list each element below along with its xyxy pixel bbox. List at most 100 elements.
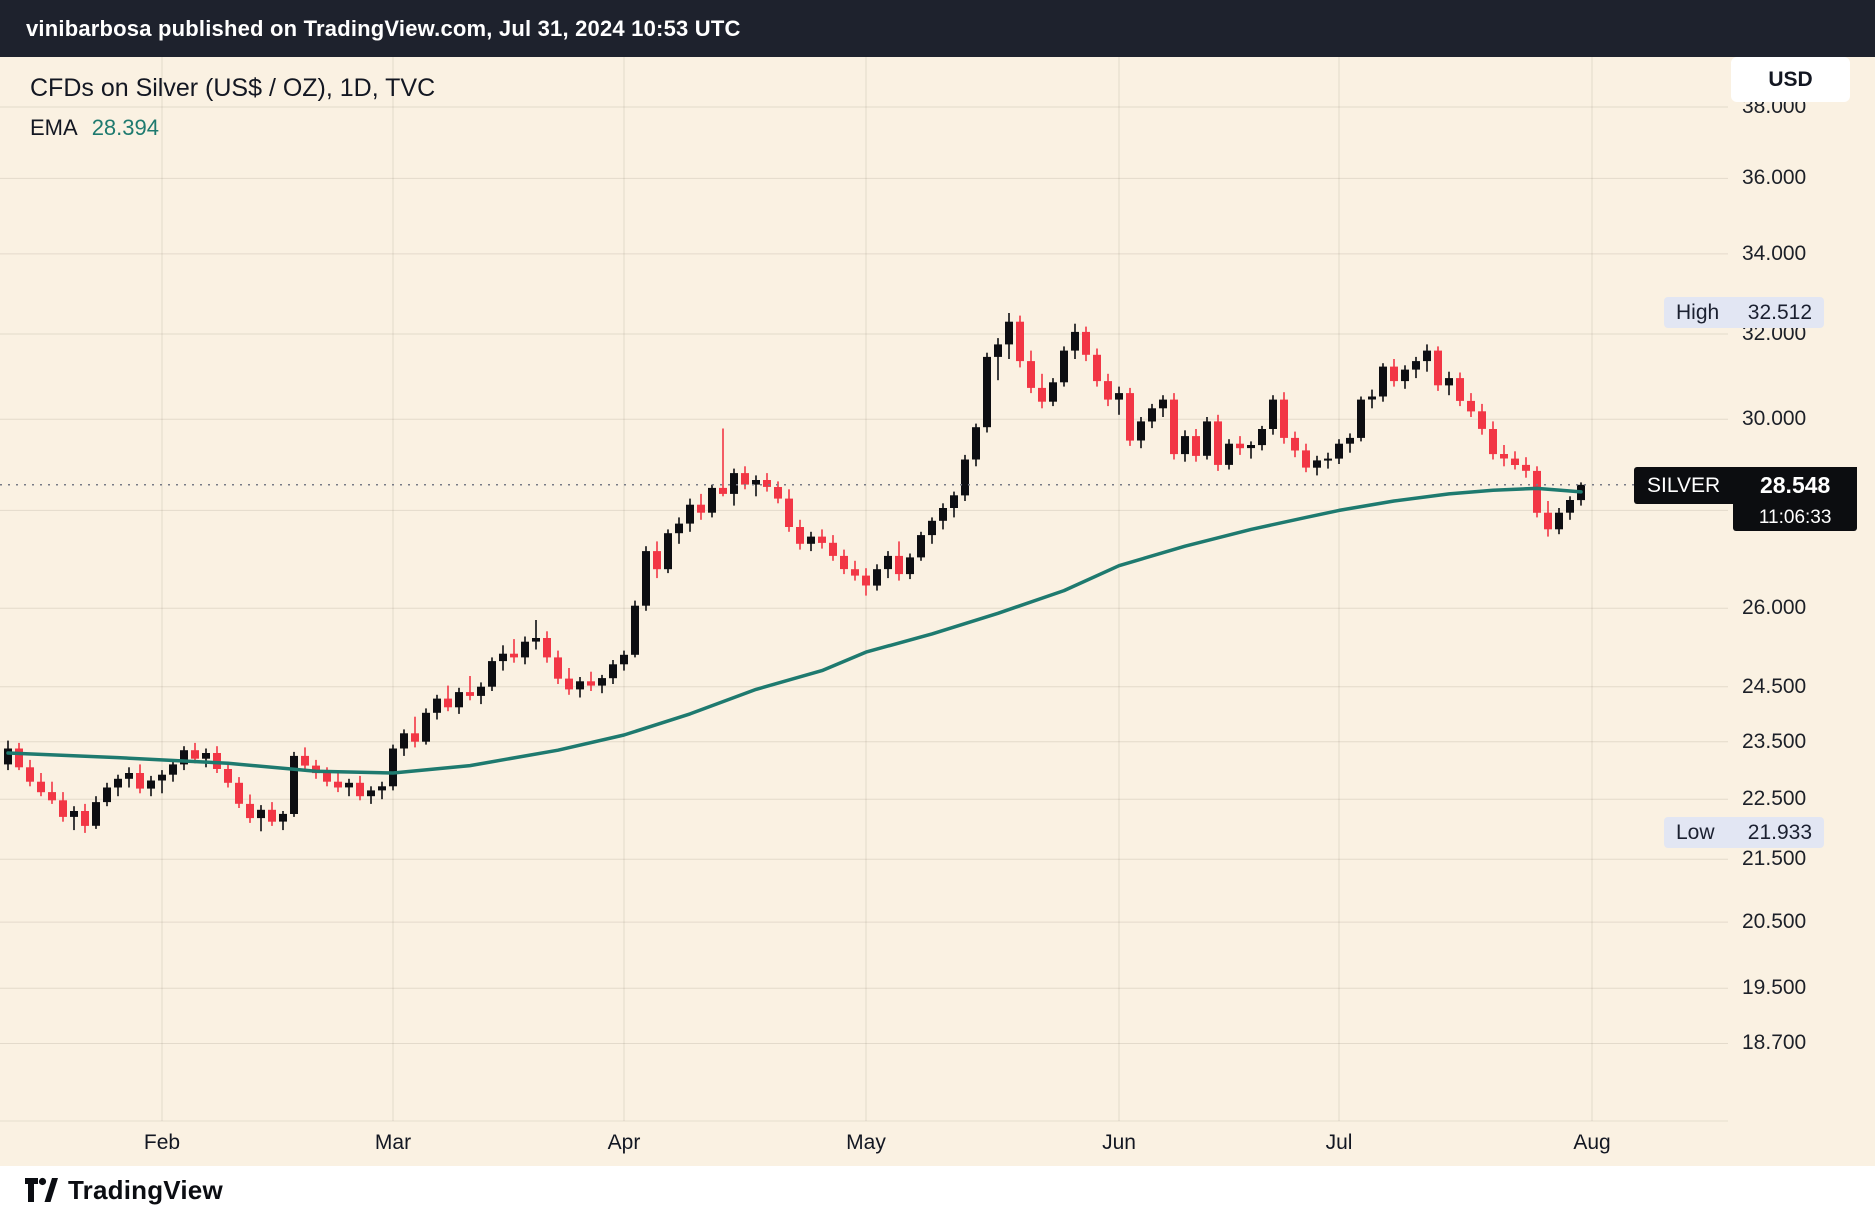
candle-body (1005, 321, 1013, 345)
candle-body (378, 786, 386, 791)
candle-body (653, 551, 661, 570)
candle-body (752, 480, 760, 485)
candle-body (620, 654, 628, 665)
candle-body (279, 813, 287, 822)
price-axis-label: 19.500 (1742, 976, 1807, 999)
candle-body (884, 555, 892, 570)
candle-body (576, 681, 584, 690)
candle-body (807, 536, 815, 544)
candle-body (1027, 361, 1035, 388)
candle-body (697, 504, 705, 513)
time-axis-label: May (846, 1131, 886, 1154)
last-price-symbol: SILVER (1634, 467, 1734, 504)
time-axis-label: Feb (143, 1131, 181, 1154)
candle-body (1236, 443, 1244, 449)
candle-body (367, 790, 375, 797)
candle-body (719, 487, 727, 494)
candle-body (532, 638, 540, 642)
candle-body (477, 686, 485, 696)
footer: TradingView (0, 1166, 1875, 1214)
candle-body (818, 536, 826, 543)
candle-body (334, 781, 342, 788)
candle-body (1280, 399, 1288, 438)
high-badge-label: High (1676, 300, 1720, 324)
candle-body (1566, 500, 1574, 513)
footer-brand[interactable]: TradingView (68, 1174, 223, 1205)
candle-body (1379, 366, 1387, 397)
candle-body (521, 641, 529, 658)
candle-body (191, 750, 199, 759)
ema-line (6, 486, 1583, 775)
candle-body (70, 811, 78, 817)
candle-body (1214, 421, 1222, 465)
candle-body (1049, 382, 1057, 402)
tradingview-logo-icon[interactable] (24, 1175, 58, 1205)
candle-body (499, 653, 507, 662)
candle-body (224, 769, 232, 783)
candle-body (1368, 396, 1376, 400)
candle-body (1225, 443, 1233, 465)
candle-body (444, 698, 452, 708)
candle-body (389, 748, 397, 787)
candle-body (59, 800, 67, 817)
candle-body (158, 774, 166, 781)
candle-body (147, 780, 155, 789)
candle-body (488, 661, 496, 687)
price-axis-label: 21.500 (1742, 847, 1807, 870)
candle-body (1016, 321, 1024, 362)
candle-body (774, 487, 782, 499)
candle-body (345, 782, 353, 788)
candle-body (1324, 458, 1332, 461)
candle-body (1456, 378, 1464, 401)
candle-body (1258, 429, 1266, 446)
time-axis-label: Apr (607, 1131, 641, 1154)
time-axis-label: Aug (1573, 1131, 1611, 1154)
candle-body (15, 748, 23, 768)
candle-body (246, 803, 254, 819)
candle-body (235, 782, 243, 804)
candle-body (1291, 437, 1299, 451)
candle-body (136, 773, 144, 789)
candle-body (1038, 387, 1046, 402)
candle-body (1434, 350, 1442, 386)
candle-body (257, 809, 265, 819)
candle-body (1478, 411, 1486, 429)
time-axis-label: Jun (1102, 1131, 1136, 1154)
price-axis-label: 36.000 (1742, 166, 1807, 189)
candle-body (433, 698, 441, 713)
candle-body (994, 344, 1002, 357)
candle-body (81, 811, 89, 826)
candle-body (851, 569, 859, 576)
candle-body (1544, 512, 1552, 530)
last-price-badge: SILVER 28.548 11:06:33 (1634, 467, 1858, 531)
ema-legend-value: 28.394 (91, 115, 159, 140)
candle-body (983, 356, 991, 428)
candle-body (554, 657, 562, 679)
time-axis-label: Jul (1325, 1131, 1353, 1154)
candle-body (4, 748, 12, 765)
candle-body (972, 427, 980, 460)
candle-body (1357, 399, 1365, 438)
price-axis-label: 30.000 (1742, 407, 1807, 430)
price-axis-label: 34.000 (1742, 242, 1807, 265)
candle-body (708, 487, 716, 513)
candle-body (125, 773, 133, 779)
ema-legend[interactable]: EMA 28.394 (30, 115, 435, 141)
candle-body (1467, 400, 1475, 412)
symbol-legend[interactable]: CFDs on Silver (US$ / OZ), 1D, TVC (30, 74, 436, 102)
candle-body (356, 782, 364, 797)
candle-body (895, 555, 903, 575)
candle-body (301, 755, 309, 766)
high-badge-value: 32.512 (1747, 300, 1812, 324)
candle-body (917, 535, 925, 558)
candle-body (202, 753, 210, 759)
low-badge-value: 21.933 (1747, 820, 1812, 844)
currency-usd-button[interactable]: USD (1731, 57, 1850, 102)
candle-body (1522, 464, 1530, 471)
last-price-value: 28.548 (1733, 467, 1858, 504)
price-axis-label: 24.500 (1742, 675, 1807, 698)
candle-body (1170, 399, 1178, 455)
price-axis-label: 23.500 (1742, 730, 1807, 753)
